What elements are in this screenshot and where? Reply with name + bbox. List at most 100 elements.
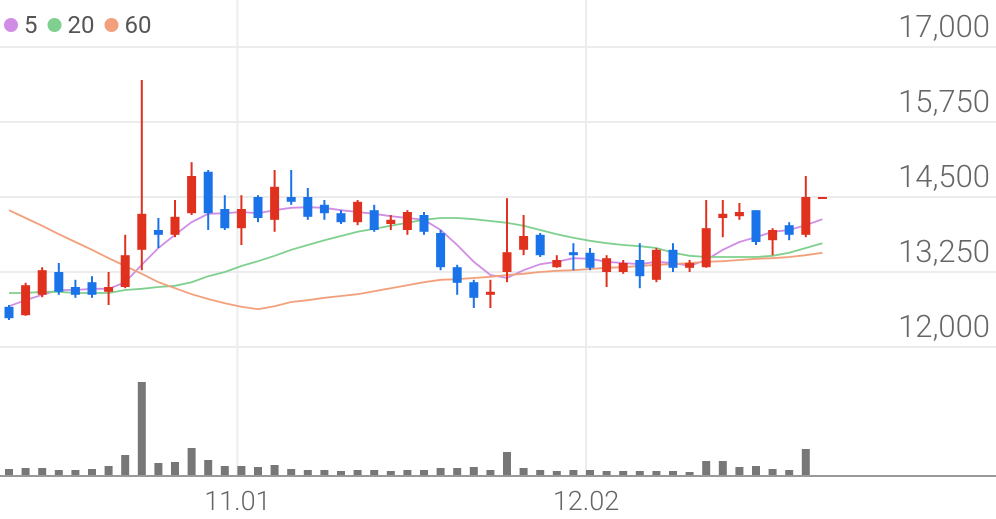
candle-body [817,197,827,199]
volume-bar [718,461,727,475]
ma-line [9,217,823,294]
volume-bar [436,468,445,475]
candle-body [519,236,529,250]
volume-bar [752,466,760,475]
volume-bar [71,470,80,475]
volume-bar [54,470,63,475]
candle-body [37,270,47,295]
volume-bar [270,465,279,475]
candle-body [336,213,346,223]
volume-bar [320,470,329,475]
volume-bar [785,470,794,475]
ma-line [8,209,823,311]
y-tick-label: 14,500 [898,158,990,195]
candle-body [801,197,811,235]
volume-bar [38,468,47,475]
volume-bar [469,467,478,475]
volume-bar [154,463,163,475]
candle-body [768,230,778,241]
volume-bar [669,471,677,475]
volume-bar [386,471,395,475]
candle-body [535,234,545,256]
volume-bar [602,471,611,475]
legend-marker [104,18,119,32]
candle-body [734,212,744,217]
candle-body [784,225,794,235]
candle-body [187,176,197,214]
volume-bar [569,470,578,475]
candle-body [4,306,14,319]
candle-body [568,252,578,256]
volume-bar [420,470,428,475]
volume-bar [220,466,229,475]
volume-bar [303,470,312,475]
candle-body [718,213,728,218]
candle-body [419,215,429,232]
candle-body [618,263,628,272]
volume-bar [171,462,179,475]
volume-bar [801,449,810,475]
volume-bar [204,460,213,475]
candle-body [701,228,711,268]
candle-body [170,216,180,235]
candle-body [104,287,114,292]
volume-bar [254,467,262,475]
volume-bar [635,471,644,475]
candle-body [54,272,64,292]
candle-body [70,287,80,295]
candle-body [21,285,31,316]
volume-bar [5,469,13,475]
candle-body [319,204,329,214]
volume-bar [88,469,96,475]
candle-body [751,210,761,242]
volume-bar [702,461,711,475]
candle-body [602,258,612,272]
candle-body [668,249,678,268]
candle-body [685,263,695,268]
candle-body [153,230,163,235]
y-tick-label: 12,000 [898,308,990,345]
volume-bar [552,471,561,475]
candle-body [369,210,379,230]
candle-body [253,197,263,218]
volume-bar [768,469,777,475]
candle-body [452,267,462,283]
candle-body [286,197,296,202]
candle-body [236,209,246,229]
legend-label: 20 [68,11,95,39]
candle-body [635,260,645,277]
x-tick-label: 12.02 [553,485,619,517]
volume-bar [337,471,345,475]
volume-bar [121,455,130,475]
volume-bar [353,470,362,475]
candle-body [303,197,313,217]
volume-bar [403,470,412,475]
candle-body [502,252,512,272]
candle-body [386,219,396,224]
candle-body [203,171,213,214]
y-tick-label: 15,750 [898,83,990,120]
x-tick-label: 11.01 [204,485,270,517]
volume-bar [237,466,246,475]
y-tick-label: 13,250 [898,233,990,270]
volume-bar [652,471,661,475]
candle-body [585,252,595,268]
candle-body [120,255,130,287]
volume-bar [453,468,462,475]
candle-body [353,201,363,223]
volume-bar [104,466,113,475]
volume-bar [503,452,511,475]
candle-body [651,249,661,280]
volume-bar [536,470,545,475]
volume-bar [137,382,146,475]
volume-bar [287,469,296,475]
candle-body [402,212,412,230]
candle-body [137,213,147,250]
candle-body [436,233,446,268]
volume-bar [486,470,495,475]
y-tick-label: 17,000 [898,8,990,45]
candle-body [552,260,562,268]
volume-bar [21,468,30,475]
candle-body [270,186,280,220]
